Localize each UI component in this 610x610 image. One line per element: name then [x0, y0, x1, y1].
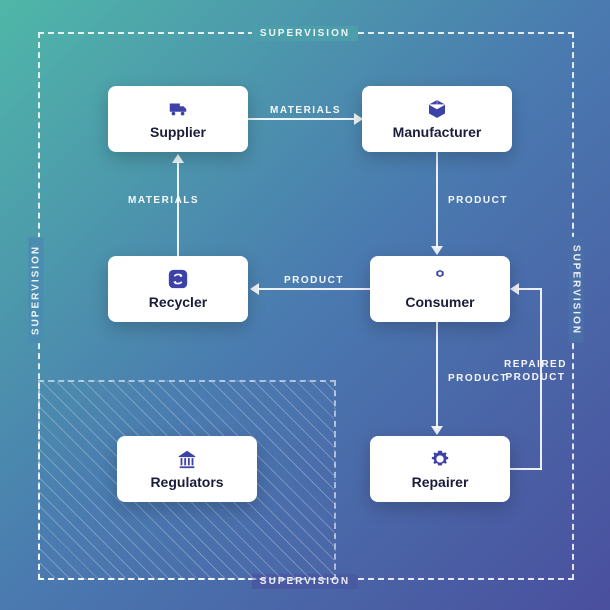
node-label: Regulators [150, 474, 223, 490]
node-regulators: Regulators [117, 436, 257, 502]
node-manufacturer: Manufacturer [362, 86, 512, 152]
edge-line [436, 322, 438, 428]
edge-arrowhead [172, 154, 184, 163]
recycle-icon [167, 268, 189, 290]
edge-line [177, 162, 179, 256]
supervision-label-left: SUPERVISION [29, 237, 44, 343]
edge-label: PRODUCT [284, 274, 344, 287]
edge-label: PRODUCT [448, 372, 508, 385]
node-label: Recycler [149, 294, 207, 310]
node-recycler: Recycler [108, 256, 248, 322]
node-consumer: Consumer [370, 256, 510, 322]
edge-line [436, 152, 438, 248]
edge-label: MATERIALS [270, 104, 341, 117]
person-icon [429, 268, 451, 290]
edge-arrowhead [250, 283, 259, 295]
edge-line [518, 288, 542, 290]
diagram-canvas: SUPERVISION SUPERVISION SUPERVISION SUPE… [0, 0, 610, 610]
edge-label: MATERIALS [128, 194, 199, 207]
bank-icon [176, 448, 198, 470]
edge-line [258, 288, 370, 290]
edge-arrowhead [510, 283, 519, 295]
edge-label: PRODUCT [448, 194, 508, 207]
truck-icon [167, 98, 189, 120]
cube-icon [426, 98, 448, 120]
gear-icon [429, 448, 451, 470]
node-label: Manufacturer [393, 124, 482, 140]
node-supplier: Supplier [108, 86, 248, 152]
edge-line [510, 468, 542, 470]
supervision-label-bottom: SUPERVISION [252, 574, 358, 589]
node-label: Supplier [150, 124, 206, 140]
supervision-label-right: SUPERVISION [569, 237, 584, 343]
node-label: Repairer [412, 474, 469, 490]
node-repairer: Repairer [370, 436, 510, 502]
edge-arrowhead [431, 246, 443, 255]
supervision-label-top: SUPERVISION [252, 26, 358, 41]
edge-arrowhead [431, 426, 443, 435]
node-label: Consumer [405, 294, 474, 310]
edge-line [248, 118, 354, 120]
edge-label: REPAIREDPRODUCT [504, 358, 567, 384]
